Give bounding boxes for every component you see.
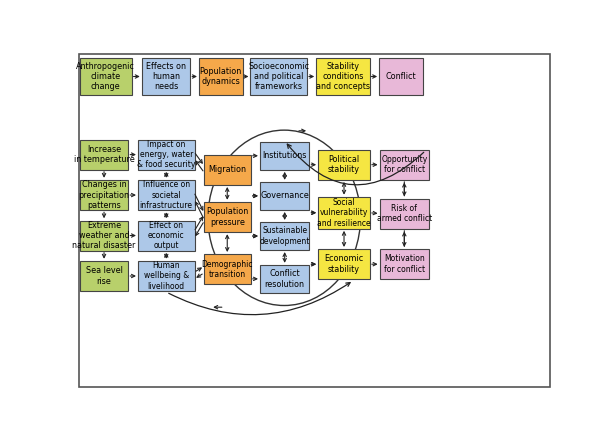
Text: Population
dynamics: Population dynamics	[200, 67, 242, 86]
FancyArrowPatch shape	[287, 144, 424, 185]
FancyBboxPatch shape	[318, 249, 370, 279]
Text: Impact on
energy, water
& food security: Impact on energy, water & food security	[137, 140, 196, 170]
FancyBboxPatch shape	[318, 150, 370, 180]
FancyBboxPatch shape	[318, 197, 370, 229]
Text: Stability
conditions
and concepts: Stability conditions and concepts	[316, 62, 370, 92]
Text: Institutions: Institutions	[263, 151, 307, 160]
Text: Conflict
resolution: Conflict resolution	[264, 269, 304, 289]
Text: Political
stability: Political stability	[328, 155, 360, 174]
FancyBboxPatch shape	[199, 58, 243, 95]
Text: Effect on
economic
output: Effect on economic output	[148, 221, 184, 251]
FancyBboxPatch shape	[141, 58, 190, 95]
Text: Risk of
armed conflict: Risk of armed conflict	[377, 204, 432, 223]
Text: Socioeconomic
and political
frameworks: Socioeconomic and political frameworks	[248, 62, 309, 92]
FancyBboxPatch shape	[379, 58, 423, 95]
FancyBboxPatch shape	[379, 198, 429, 229]
Text: Changes in
precipitation
patterns: Changes in precipitation patterns	[79, 180, 130, 210]
FancyBboxPatch shape	[260, 142, 309, 170]
Text: Conflict: Conflict	[386, 72, 416, 81]
FancyBboxPatch shape	[80, 58, 132, 95]
FancyBboxPatch shape	[138, 261, 194, 291]
FancyBboxPatch shape	[138, 220, 194, 251]
Text: Population
pressure: Population pressure	[206, 207, 248, 227]
Text: Demographic
transition: Demographic transition	[202, 260, 253, 279]
Text: Economic
stability: Economic stability	[324, 254, 363, 274]
FancyBboxPatch shape	[138, 140, 194, 170]
FancyBboxPatch shape	[80, 140, 129, 170]
Text: Social
vulnerability
and resilience: Social vulnerability and resilience	[317, 198, 371, 228]
FancyBboxPatch shape	[204, 155, 251, 185]
Text: Sustainable
development: Sustainable development	[260, 226, 310, 246]
FancyBboxPatch shape	[204, 202, 251, 232]
FancyBboxPatch shape	[250, 58, 307, 95]
FancyBboxPatch shape	[379, 150, 429, 180]
Text: Opportunity
for conflict: Opportunity for conflict	[381, 155, 427, 174]
FancyBboxPatch shape	[80, 180, 129, 210]
Text: Extreme
weather and
natural disaster: Extreme weather and natural disaster	[73, 221, 136, 251]
FancyBboxPatch shape	[260, 222, 309, 250]
FancyBboxPatch shape	[80, 220, 129, 251]
Text: Human
wellbeing &
livelihood: Human wellbeing & livelihood	[144, 261, 189, 291]
FancyBboxPatch shape	[316, 58, 370, 95]
FancyBboxPatch shape	[204, 254, 251, 284]
FancyBboxPatch shape	[379, 249, 429, 279]
Text: Effects on
human
needs: Effects on human needs	[146, 62, 186, 92]
Text: Influence on
societal
infrastructure: Influence on societal infrastructure	[140, 180, 192, 210]
FancyBboxPatch shape	[260, 182, 309, 210]
FancyBboxPatch shape	[260, 265, 309, 293]
FancyArrowPatch shape	[169, 283, 350, 314]
Text: Governance: Governance	[260, 191, 309, 201]
FancyBboxPatch shape	[138, 180, 194, 210]
FancyBboxPatch shape	[80, 261, 129, 291]
Text: Migration: Migration	[208, 165, 246, 174]
FancyBboxPatch shape	[79, 54, 550, 387]
Text: Anthropogenic
climate
change: Anthropogenic climate change	[76, 62, 135, 92]
Text: Increase
in temperature: Increase in temperature	[74, 145, 135, 164]
Text: Sea level
rise: Sea level rise	[85, 266, 122, 286]
Text: Motivation
for conflict: Motivation for conflict	[384, 254, 425, 274]
